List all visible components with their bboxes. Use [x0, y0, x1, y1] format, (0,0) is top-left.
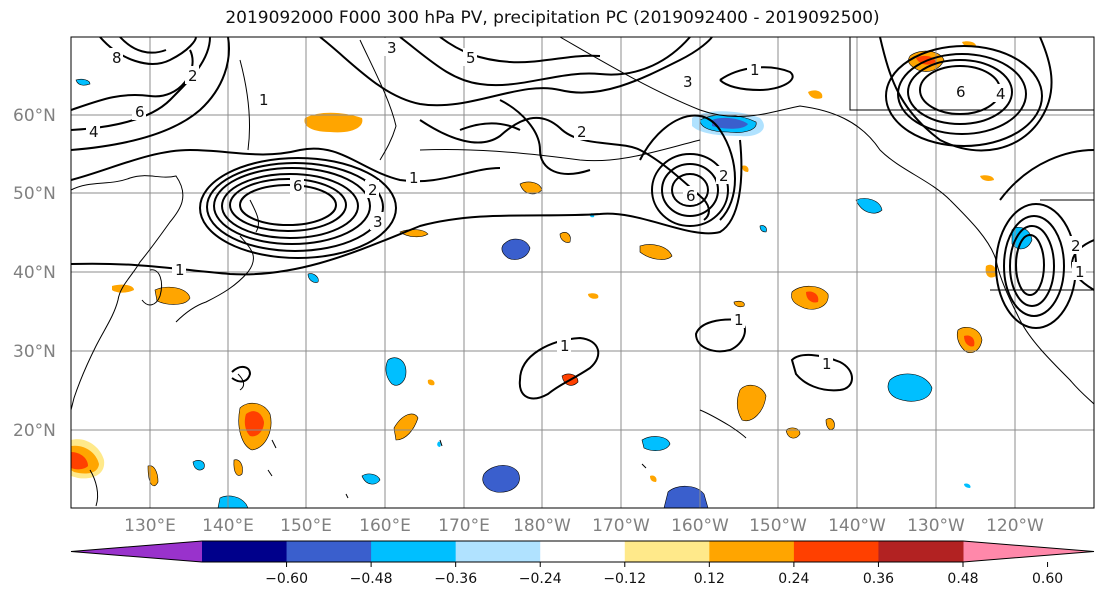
contour-label: 8: [112, 49, 122, 67]
lon-label: 160°E: [359, 516, 411, 536]
contour-label: 6: [135, 103, 145, 121]
contour-label: 1: [1075, 263, 1085, 281]
lon-label: 130°W: [907, 516, 965, 536]
lon-label: 120°W: [986, 516, 1044, 536]
lon-label: 170°W: [592, 516, 650, 536]
colorbar-tick-label: −0.48: [350, 571, 393, 587]
colorbar-tick-label: −0.24: [519, 571, 562, 587]
colorbar-swatch: [793, 541, 879, 562]
map-border: [70, 36, 1095, 509]
contour-label: 2: [1071, 237, 1081, 255]
longitude-labels: 130°E 140°E 150°E 160°E 170°E 180°W 170°…: [124, 516, 1044, 536]
contour-label: 6: [293, 177, 303, 195]
contour-label: 3: [387, 39, 397, 57]
colorbar-extend-high: [963, 541, 1094, 562]
lat-label: 20°N: [13, 421, 56, 441]
colorbar-tick-label: 0.60: [1032, 571, 1063, 587]
coastlines: [71, 37, 1094, 507]
colorbar-extend-low: [71, 541, 202, 562]
colorbar: −0.60 −0.48 −0.36 −0.24 −0.12 0.12 0.24 0.36 0.4…: [70, 540, 1095, 587]
colorbar-tick-label: 0.36: [863, 571, 894, 587]
contour-label: 1: [259, 91, 269, 109]
colorbar-swatch: [371, 541, 457, 562]
contour-label: 5: [466, 49, 476, 67]
colorbar-tick-label: 0.12: [694, 571, 725, 587]
colorbar-swatch: [878, 541, 964, 562]
colorbar-tick-label: 0.48: [947, 571, 978, 587]
contour-label: 1: [750, 61, 760, 79]
lon-label: 170°E: [438, 516, 490, 536]
contour-label: 6: [956, 83, 966, 101]
colorbar-swatch: [540, 541, 626, 562]
contour-label: 4: [996, 85, 1006, 103]
lat-label: 40°N: [13, 263, 56, 283]
colorbar-swatch: [455, 541, 541, 562]
latitude-labels: 60°N 50°N 40°N 30°N 20°N: [13, 106, 56, 441]
colorbar-tick-label: −0.12: [603, 571, 646, 587]
contour-label: 4: [89, 123, 99, 141]
colorbar-tick-label: 0.24: [778, 571, 809, 587]
colorbar-tick-label: −0.36: [434, 571, 477, 587]
colorbar-outline: [70, 540, 1095, 563]
colorbar-swatch: [624, 541, 710, 562]
map-title: 2019092000 F000 300 hPa PV, precipitatio…: [225, 8, 880, 28]
contour-label: 6: [686, 187, 696, 205]
lat-label: 30°N: [13, 342, 56, 362]
contour-label: 3: [683, 73, 693, 91]
contour-label: 1: [560, 337, 570, 355]
lon-label: 150°E: [280, 516, 332, 536]
lat-label: 60°N: [13, 106, 56, 126]
contour-label: 2: [577, 123, 587, 141]
lon-label: 150°W: [749, 516, 807, 536]
contour-label: 1: [822, 355, 832, 373]
contour-label: 2: [719, 167, 729, 185]
lon-label: 160°W: [671, 516, 729, 536]
lon-label: 130°E: [124, 516, 176, 536]
contour-label: 1: [409, 169, 419, 187]
contour-label: 1: [734, 311, 744, 329]
colorbar-swatch: [202, 541, 288, 562]
contour-labels: 8 6 4 1 2 3 5 1 3 2 6 1 3 2: [86, 38, 1086, 373]
colorbar-tick-label: −0.60: [265, 571, 308, 587]
lon-label: 180°W: [513, 516, 571, 536]
contour-label: 2: [368, 181, 378, 199]
contour-label: 1: [175, 261, 185, 279]
lat-label: 50°N: [13, 184, 56, 204]
contour-label: 2: [188, 67, 198, 85]
lon-label: 140°E: [202, 516, 254, 536]
precipitation-shading: [71, 41, 1033, 508]
contour-label: 3: [373, 213, 383, 231]
lon-label: 140°W: [828, 516, 886, 536]
colorbar-swatch: [286, 541, 372, 562]
colorbar-swatch: [709, 541, 795, 562]
